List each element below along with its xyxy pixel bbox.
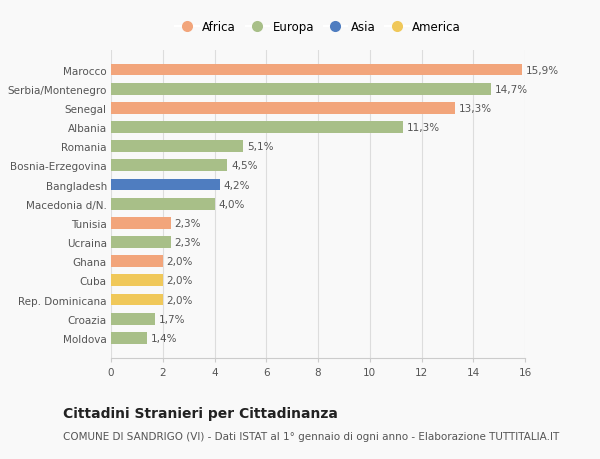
Text: 5,1%: 5,1% [247, 142, 274, 152]
Text: COMUNE DI SANDRIGO (VI) - Dati ISTAT al 1° gennaio di ogni anno - Elaborazione T: COMUNE DI SANDRIGO (VI) - Dati ISTAT al … [63, 431, 559, 442]
Bar [111, 64, 523, 76]
Text: 4,5%: 4,5% [232, 161, 258, 171]
Text: 1,4%: 1,4% [151, 333, 178, 343]
Bar [111, 179, 220, 191]
Text: 1,7%: 1,7% [159, 314, 185, 324]
Text: 2,0%: 2,0% [167, 295, 193, 305]
Bar [111, 84, 491, 95]
Bar [111, 313, 155, 325]
Bar [111, 141, 243, 153]
Bar [111, 122, 403, 134]
Text: 2,3%: 2,3% [175, 237, 201, 247]
Text: 13,3%: 13,3% [459, 104, 492, 114]
Text: 4,0%: 4,0% [218, 199, 245, 209]
Text: 4,2%: 4,2% [224, 180, 250, 190]
Bar [111, 294, 163, 306]
Bar [111, 236, 170, 248]
Text: 14,7%: 14,7% [495, 84, 529, 95]
Text: Cittadini Stranieri per Cittadinanza: Cittadini Stranieri per Cittadinanza [63, 406, 338, 420]
Bar [111, 332, 147, 344]
Bar [111, 103, 455, 115]
Text: 2,3%: 2,3% [175, 218, 201, 229]
Bar [111, 275, 163, 287]
Bar [111, 198, 215, 210]
Text: 11,3%: 11,3% [407, 123, 440, 133]
Text: 2,0%: 2,0% [167, 257, 193, 267]
Text: 2,0%: 2,0% [167, 276, 193, 286]
Legend: Africa, Europa, Asia, America: Africa, Europa, Asia, America [175, 21, 461, 34]
Text: 15,9%: 15,9% [526, 66, 559, 75]
Bar [111, 218, 170, 230]
Bar [111, 160, 227, 172]
Bar [111, 256, 163, 268]
